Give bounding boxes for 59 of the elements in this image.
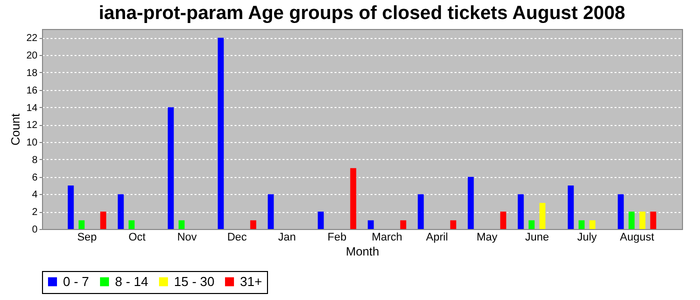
bar bbox=[100, 212, 106, 229]
legend-label: 31+ bbox=[240, 274, 262, 289]
x-tick-label: June bbox=[525, 232, 549, 244]
y-tick-label: 18 bbox=[26, 68, 38, 79]
bar bbox=[368, 220, 374, 229]
bar bbox=[500, 212, 506, 229]
x-tick-label: Feb bbox=[328, 232, 346, 244]
x-tick-label: March bbox=[372, 232, 402, 244]
bar bbox=[318, 212, 324, 229]
bar bbox=[118, 194, 124, 229]
bar bbox=[128, 220, 135, 229]
bar bbox=[178, 220, 185, 229]
y-tick-label: 12 bbox=[26, 120, 38, 132]
y-tick-label: 0 bbox=[32, 224, 38, 236]
x-tick-label: August bbox=[620, 232, 654, 244]
bar bbox=[350, 168, 356, 229]
bar bbox=[578, 220, 585, 229]
bar bbox=[250, 220, 256, 229]
y-tick-label: 10 bbox=[26, 138, 38, 149]
bar bbox=[418, 194, 424, 229]
x-tick-label: May bbox=[476, 232, 498, 244]
bar bbox=[589, 220, 596, 229]
legend-label: 8 - 14 bbox=[115, 274, 148, 289]
bar bbox=[168, 107, 174, 229]
bar bbox=[468, 176, 474, 229]
y-tick-label: 6 bbox=[32, 172, 38, 184]
bar bbox=[639, 212, 646, 229]
bar bbox=[518, 194, 524, 229]
bar bbox=[568, 186, 574, 229]
x-tick-label: Jan bbox=[278, 232, 296, 244]
bar bbox=[218, 38, 224, 229]
bar bbox=[618, 194, 624, 229]
x-tick-label: Dec bbox=[227, 232, 248, 244]
y-tick-label: 2 bbox=[32, 207, 38, 218]
legend-label: 0 - 7 bbox=[63, 274, 90, 289]
bar bbox=[78, 220, 85, 229]
bar bbox=[650, 212, 656, 229]
bar bbox=[539, 202, 546, 229]
y-tick-label: 16 bbox=[26, 85, 38, 96]
chart-title: iana-prot-param Age groups of closed tickets August 2008 bbox=[98, 3, 626, 24]
legend-label: 15 - 30 bbox=[174, 274, 214, 289]
bar bbox=[400, 220, 406, 229]
y-tick-label: 20 bbox=[26, 50, 38, 62]
x-axis-title: Month bbox=[346, 244, 380, 258]
x-tick-label: July bbox=[577, 232, 598, 244]
y-tick-label: 8 bbox=[32, 154, 38, 166]
bar bbox=[628, 212, 635, 229]
bar bbox=[268, 194, 274, 229]
y-tick-label: 4 bbox=[32, 190, 38, 201]
bar bbox=[450, 220, 456, 229]
y-axis-title: Count bbox=[8, 112, 22, 146]
bar bbox=[68, 186, 74, 229]
x-tick-label: Sep bbox=[77, 232, 97, 244]
bar bbox=[528, 220, 535, 229]
x-tick-label: Oct bbox=[128, 232, 146, 244]
y-tick-label: 14 bbox=[26, 102, 38, 114]
y-tick-label: 22 bbox=[26, 33, 38, 44]
x-tick-label: April bbox=[426, 232, 448, 244]
x-tick-label: Nov bbox=[177, 232, 198, 244]
